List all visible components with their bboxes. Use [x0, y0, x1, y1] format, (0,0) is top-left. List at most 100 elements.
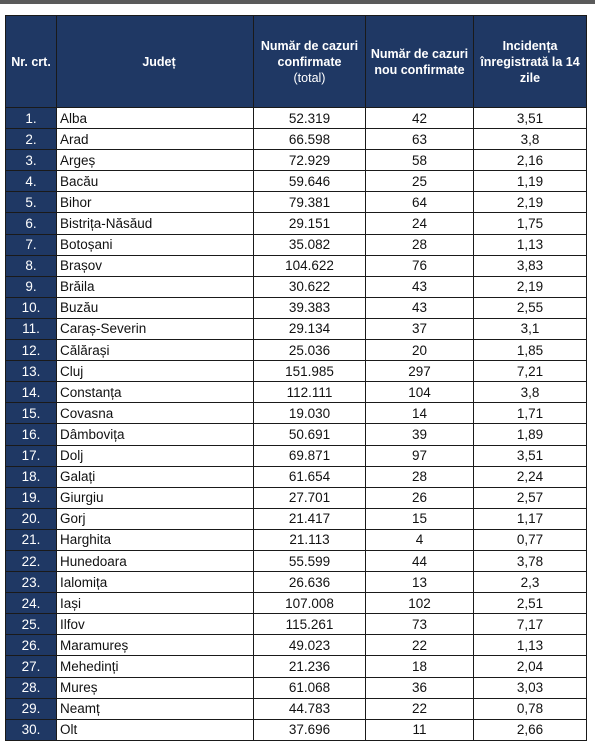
incidence-rate: 2,3 [473, 571, 587, 594]
total-cases: 104.622 [253, 254, 366, 277]
new-cases: 73 [365, 613, 474, 636]
table-row: 14. Constanța 112.111 104 3,8 [5, 381, 587, 404]
new-cases: 22 [365, 634, 474, 657]
table-row: 20. Gorj 21.417 15 1,17 [5, 507, 587, 530]
row-number: 30. [5, 718, 57, 741]
row-number: 14. [5, 381, 57, 404]
new-cases: 14 [365, 402, 474, 425]
county-name: Mehedinți [56, 655, 254, 678]
table-row: 2. Arad 66.598 63 3,8 [5, 128, 587, 151]
total-cases: 61.068 [253, 676, 366, 699]
new-cases: 36 [365, 676, 474, 699]
row-number: 20. [5, 507, 57, 530]
total-cases: 27.701 [253, 486, 366, 509]
new-cases: 58 [365, 149, 474, 172]
table-row: 29. Neamț 44.783 22 0,78 [5, 697, 587, 720]
incidence-rate: 3,03 [473, 676, 587, 699]
total-cases: 44.783 [253, 697, 366, 720]
table-row: 23. Ialomița 26.636 13 2,3 [5, 571, 587, 594]
row-number: 16. [5, 423, 57, 446]
county-name: Buzău [56, 296, 254, 319]
incidence-rate: 3,51 [473, 444, 587, 467]
row-number: 17. [5, 444, 57, 467]
new-cases: 28 [365, 233, 474, 256]
county-name: Călărași [56, 339, 254, 362]
total-cases: 49.023 [253, 634, 366, 657]
incidence-rate: 0,77 [473, 528, 587, 551]
incidence-rate: 1,19 [473, 170, 587, 193]
total-cases: 26.636 [253, 571, 366, 594]
row-number: 15. [5, 402, 57, 425]
county-name: Olt [56, 718, 254, 741]
total-cases: 19.030 [253, 402, 366, 425]
row-number: 22. [5, 549, 57, 573]
row-number: 29. [5, 697, 57, 720]
incidence-rate: 3,51 [473, 106, 587, 130]
total-cases: 30.622 [253, 275, 366, 298]
row-number: 8. [5, 254, 57, 277]
row-number: 21. [5, 528, 57, 551]
table-row: 30. Olt 37.696 11 2,66 [5, 718, 587, 741]
table-row: 21. Harghita 21.113 4 0,77 [5, 528, 587, 551]
incidence-rate: 2,19 [473, 275, 587, 298]
incidence-rate: 1,89 [473, 423, 587, 446]
row-number: 6. [5, 212, 57, 235]
table-row: 12. Călărași 25.036 20 1,85 [5, 339, 587, 362]
header-nr: Nr. crt. [5, 15, 57, 108]
new-cases: 102 [365, 592, 474, 615]
row-number: 11. [5, 317, 57, 341]
row-number: 7. [5, 233, 57, 256]
incidence-rate: 2,66 [473, 718, 587, 741]
total-cases: 21.417 [253, 507, 366, 530]
county-name: Alba [56, 106, 254, 130]
table-row: 5. Bihor 79.381 64 2,19 [5, 191, 587, 214]
total-cases: 107.008 [253, 592, 366, 615]
total-cases: 21.236 [253, 655, 366, 678]
total-cases: 25.036 [253, 339, 366, 362]
row-number: 3. [5, 149, 57, 172]
row-number: 24. [5, 592, 57, 615]
incidence-rate: 2,04 [473, 655, 587, 678]
new-cases: 13 [365, 571, 474, 594]
new-cases: 104 [365, 381, 474, 404]
incidence-rate: 2,51 [473, 592, 587, 615]
incidence-rate: 1,13 [473, 634, 587, 657]
new-cases: 22 [365, 697, 474, 720]
county-name: Dâmbovița [56, 423, 254, 446]
county-name: Bistrița-Năsăud [56, 212, 254, 235]
table-header-row: Nr. crt. Județ Număr de cazuri confirmat… [5, 15, 587, 108]
table-row: 28. Mureș 61.068 36 3,03 [5, 676, 587, 699]
new-cases: 4 [365, 528, 474, 551]
county-name: Botoșani [56, 233, 254, 256]
table-row: 15. Covasna 19.030 14 1,71 [5, 402, 587, 425]
incidence-rate: 1,71 [473, 402, 587, 425]
total-cases: 39.383 [253, 296, 366, 319]
header-new: Număr de cazuri nou confirmate [365, 15, 474, 108]
county-name: Cluj [56, 360, 254, 383]
incidence-rate: 2,55 [473, 296, 587, 319]
table-row: 4. Bacău 59.646 25 1,19 [5, 170, 587, 193]
row-number: 28. [5, 676, 57, 699]
total-cases: 151.985 [253, 360, 366, 383]
total-cases: 37.696 [253, 718, 366, 741]
incidence-rate: 3,1 [473, 317, 587, 341]
table-row: 18. Galați 61.654 28 2,24 [5, 465, 587, 488]
row-number: 18. [5, 465, 57, 488]
row-number: 5. [5, 191, 57, 214]
total-cases: 29.134 [253, 317, 366, 341]
incidence-rate: 2,24 [473, 465, 587, 488]
table-row: 13. Cluj 151.985 297 7,21 [5, 360, 587, 383]
header-total-note: (total) [293, 70, 326, 85]
county-name: Ilfov [56, 613, 254, 636]
table-row: 1. Alba 52.319 42 3,51 [5, 106, 587, 130]
incidence-rate: 2,19 [473, 191, 587, 214]
new-cases: 37 [365, 317, 474, 341]
table-row: 24. Iași 107.008 102 2,51 [5, 592, 587, 615]
table-row: 25. Ilfov 115.261 73 7,17 [5, 613, 587, 636]
incidence-rate: 3,8 [473, 381, 587, 404]
row-number: 9. [5, 275, 57, 298]
table-row: 16. Dâmbovița 50.691 39 1,89 [5, 423, 587, 446]
table-row: 10. Buzău 39.383 43 2,55 [5, 296, 587, 319]
new-cases: 39 [365, 423, 474, 446]
county-name: Argeș [56, 149, 254, 172]
